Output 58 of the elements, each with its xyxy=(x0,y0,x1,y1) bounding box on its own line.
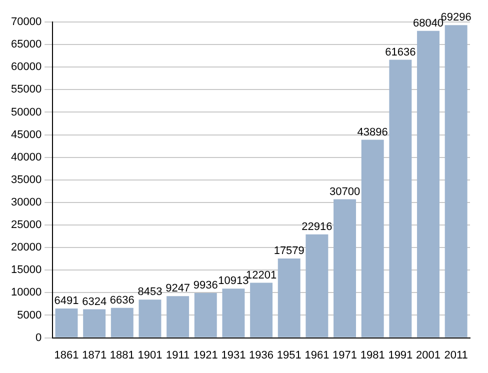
x-tick-label: 1991 xyxy=(388,349,413,362)
x-tick-label: 2011 xyxy=(444,349,468,362)
data-label: 17579 xyxy=(274,245,304,258)
bar xyxy=(194,292,217,338)
data-label: 8453 xyxy=(138,286,162,298)
x-tick-label: 1881 xyxy=(110,349,134,362)
data-label: 22916 xyxy=(302,220,332,233)
bar xyxy=(306,234,328,338)
x-tick-label: 1961 xyxy=(304,349,330,362)
bar xyxy=(222,288,245,338)
data-label: 30700 xyxy=(329,186,360,198)
data-label: 61636 xyxy=(385,46,416,58)
data-label: 6324 xyxy=(82,296,107,308)
x-tick-label: 1861 xyxy=(54,349,79,362)
y-tick-label: 5000 xyxy=(17,309,42,322)
bar xyxy=(166,296,190,338)
y-tick-label: 60000 xyxy=(10,61,42,74)
bar xyxy=(334,199,356,338)
bar xyxy=(389,60,412,338)
y-tick-label: 30000 xyxy=(10,196,42,208)
data-label: 6636 xyxy=(110,294,134,306)
x-tick-label: 1971 xyxy=(332,349,358,362)
y-tick-label: 25000 xyxy=(10,219,42,232)
x-tick-label: 1981 xyxy=(360,349,385,362)
y-tick-label: 0 xyxy=(35,332,42,344)
bar xyxy=(110,308,134,338)
y-tick-label: 50000 xyxy=(10,106,42,118)
y-tick-label: 35000 xyxy=(10,174,42,186)
bar xyxy=(83,309,106,338)
x-tick-label: 1921 xyxy=(193,349,218,362)
data-label: 43896 xyxy=(357,126,388,138)
y-tick-label: 40000 xyxy=(10,151,42,164)
bar xyxy=(444,25,468,338)
x-tick-label: 2001 xyxy=(416,349,440,362)
data-label: 6491 xyxy=(54,295,79,308)
y-tick-label: 20000 xyxy=(10,242,42,254)
x-tick-label: 1911 xyxy=(166,349,190,362)
bar xyxy=(55,308,78,338)
y-tick-label: 45000 xyxy=(10,128,42,141)
data-label: 10913 xyxy=(218,275,249,288)
x-tick-label: 1936 xyxy=(249,349,274,362)
y-tick-label: 15000 xyxy=(10,264,42,276)
bar xyxy=(138,300,162,338)
y-tick-label: 65000 xyxy=(10,38,42,51)
data-label: 9247 xyxy=(166,282,190,295)
bar xyxy=(250,282,273,338)
x-tick-label: 1871 xyxy=(82,349,107,362)
x-tick-label: 1931 xyxy=(221,349,246,362)
y-tick-label: 70000 xyxy=(10,16,42,28)
bar xyxy=(417,30,440,338)
data-label: 9936 xyxy=(193,280,218,292)
x-tick-label: 1951 xyxy=(276,349,302,362)
y-tick-label: 55000 xyxy=(10,84,42,96)
data-label: 68040 xyxy=(412,17,444,30)
y-tick-label: 10000 xyxy=(10,286,42,299)
bar xyxy=(361,140,384,338)
x-tick-label: 1901 xyxy=(138,349,162,362)
bar xyxy=(278,258,300,338)
